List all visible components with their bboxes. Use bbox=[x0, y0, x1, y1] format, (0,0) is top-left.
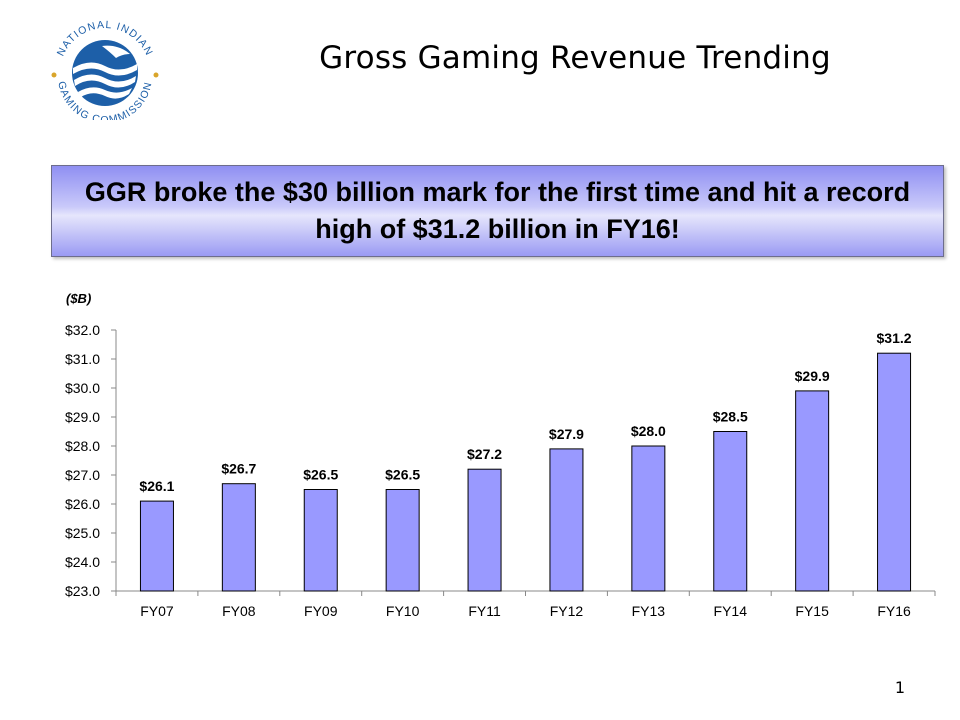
data-label: $28.5 bbox=[713, 409, 748, 425]
x-tick-label: FY16 bbox=[877, 603, 911, 619]
bar bbox=[631, 445, 666, 592]
x-tick-label: FY10 bbox=[386, 603, 420, 619]
y-tick-label: $31.0 bbox=[65, 351, 100, 367]
y-tick-label: $32.0 bbox=[65, 322, 100, 338]
bar bbox=[713, 431, 748, 592]
y-tick-label: $26.0 bbox=[65, 496, 100, 512]
x-tick-label: FY11 bbox=[468, 603, 501, 619]
y-tick-label: $30.0 bbox=[65, 380, 100, 396]
slide-title: Gross Gaming Revenue Trending bbox=[319, 40, 831, 76]
bar bbox=[877, 352, 912, 592]
data-label: $31.2 bbox=[877, 330, 912, 346]
data-label: $26.5 bbox=[385, 467, 420, 483]
y-tick-label: $28.0 bbox=[65, 438, 100, 454]
callout-box: GGR broke the $30 billion mark for the f… bbox=[51, 165, 944, 257]
x-tick-label: FY12 bbox=[550, 603, 584, 619]
data-label: $26.5 bbox=[303, 467, 338, 483]
y-tick-label: $27.0 bbox=[65, 467, 100, 483]
x-tick-label: FY07 bbox=[140, 603, 174, 619]
bar bbox=[795, 390, 830, 592]
data-label: $27.9 bbox=[549, 426, 584, 442]
x-tick-label: FY14 bbox=[714, 603, 748, 619]
y-tick-label: $25.0 bbox=[65, 525, 100, 541]
x-tick-label: FY15 bbox=[795, 603, 829, 619]
y-tick-label: $24.0 bbox=[65, 554, 100, 570]
callout-text: GGR broke the $30 billion mark for the f… bbox=[84, 177, 911, 244]
data-label: $29.9 bbox=[795, 368, 830, 384]
bar bbox=[385, 489, 420, 592]
data-label: $26.1 bbox=[139, 478, 174, 494]
x-tick-label: FY13 bbox=[632, 603, 666, 619]
nigc-logo: NATIONAL INDIAN GAMING COMMISSION bbox=[51, 19, 159, 120]
bar bbox=[467, 468, 502, 592]
page-number: 1 bbox=[894, 678, 906, 697]
y-axis-label: ($B) bbox=[66, 291, 91, 306]
data-label: $26.7 bbox=[221, 461, 256, 477]
y-tick-label: $23.0 bbox=[65, 583, 100, 599]
data-label: $27.2 bbox=[467, 446, 502, 462]
bar bbox=[139, 500, 174, 592]
x-tick-label: FY08 bbox=[222, 603, 256, 619]
bar bbox=[221, 483, 256, 592]
bar bbox=[549, 448, 584, 592]
y-tick-label: $29.0 bbox=[65, 409, 100, 425]
data-label: $28.0 bbox=[631, 423, 666, 439]
x-tick-label: FY09 bbox=[304, 603, 338, 619]
bar bbox=[303, 489, 338, 592]
